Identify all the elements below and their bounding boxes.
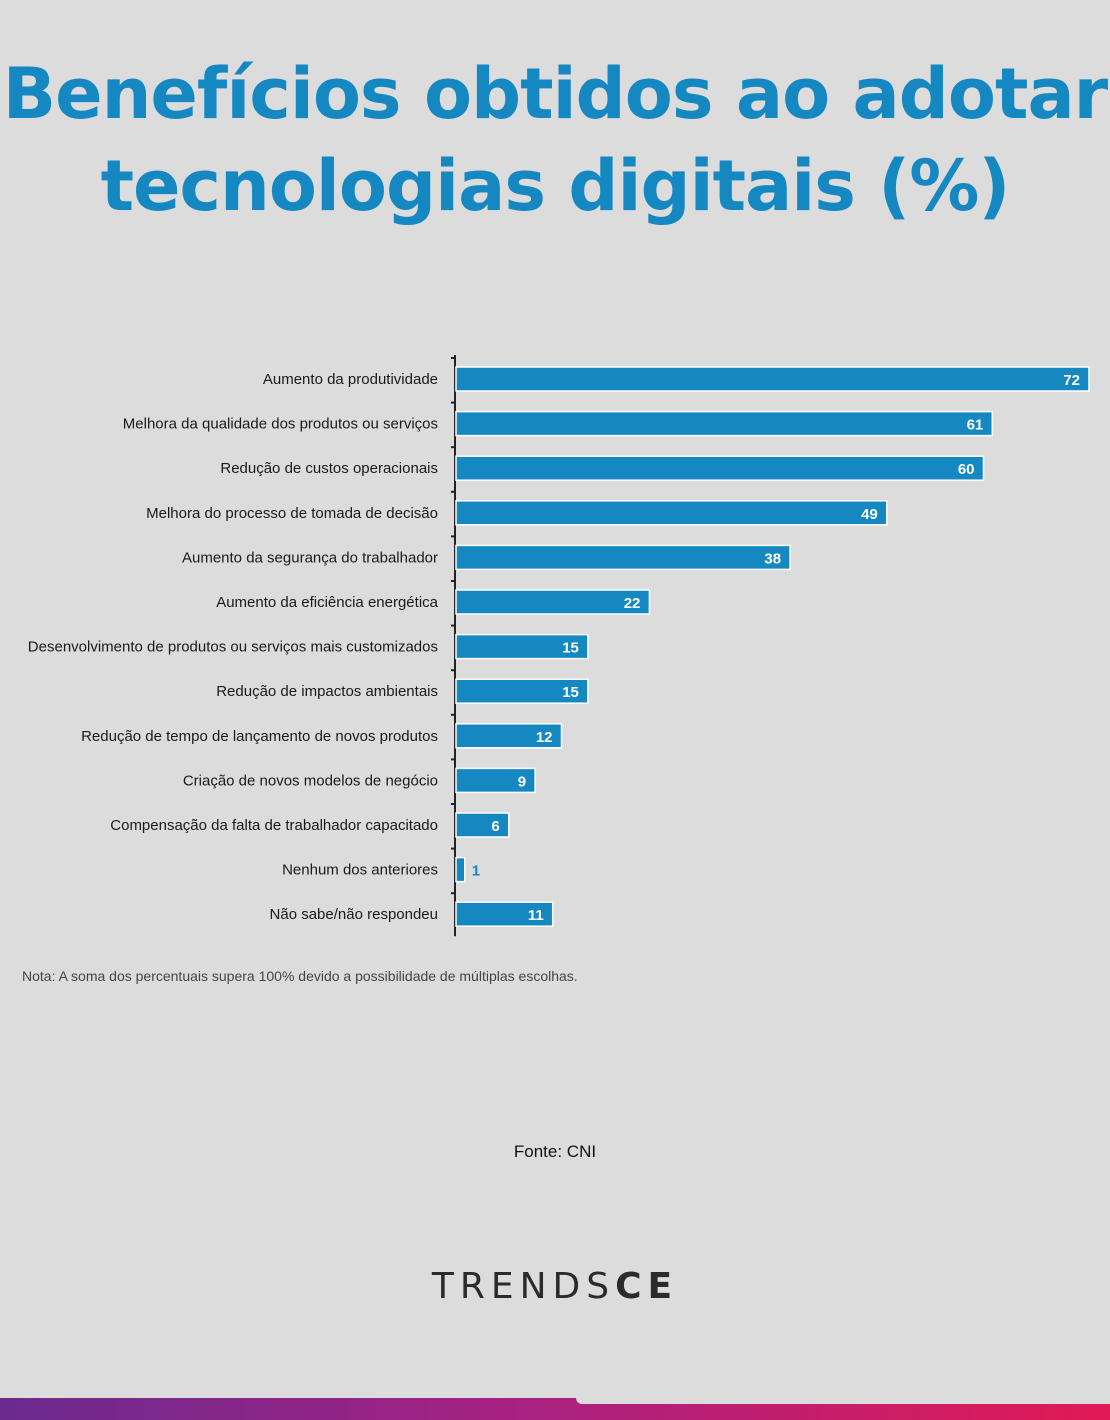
category-label: Melhora da qualidade dos produtos ou ser… (123, 416, 438, 433)
category-label: Aumento da eficiência energética (216, 594, 438, 611)
title-line-2: tecnologias digitais (%) (100, 145, 1011, 227)
value-label: 9 (518, 773, 526, 790)
bar (455, 589, 651, 615)
category-label: Redução de tempo de lançamento de novos … (81, 728, 438, 745)
bar (455, 366, 1090, 392)
bar (455, 500, 888, 526)
value-label: 38 (764, 550, 781, 567)
bar (455, 856, 466, 883)
logo-text-bold: CE (615, 1266, 679, 1307)
category-label: Redução de custos operacionais (220, 460, 438, 477)
category-label: Redução de impactos ambientais (216, 683, 438, 700)
bar (455, 723, 563, 749)
chart-title: Benefícios obtidos ao adotar tecnologias… (0, 48, 1110, 232)
value-label: 49 (861, 506, 878, 523)
value-label: 15 (562, 640, 579, 657)
trendsce-logo: TRENDSCE (0, 1266, 1110, 1307)
value-label: 1 (472, 863, 480, 880)
logo-text-thin: TRENDS (431, 1266, 616, 1307)
value-label: 22 (624, 595, 641, 612)
bar (455, 767, 536, 794)
value-label: 6 (491, 818, 499, 835)
bar (455, 678, 589, 704)
category-label: Compensação da falta de trabalhador capa… (110, 817, 438, 834)
value-label: 12 (536, 729, 553, 746)
value-label: 61 (967, 417, 984, 434)
value-label: 15 (562, 684, 579, 701)
category-label: Nenhum dos anteriores (282, 862, 438, 879)
bar-chart: Aumento da produtividade 72 Melhora da qua… (28, 355, 1090, 937)
bar (455, 410, 994, 437)
category-label: Aumento da segurança do trabalhador (182, 549, 438, 566)
bar (455, 544, 791, 571)
category-label: Aumento da produtividade (263, 371, 438, 388)
bottom-bar-notch (576, 1398, 1110, 1404)
category-label: Não sabe/não respondeu (270, 906, 438, 923)
footnote: Nota: A soma dos percentuais supera 100%… (22, 968, 578, 984)
bar (455, 455, 985, 481)
category-label: Criação de novos modelos de negócio (183, 772, 438, 789)
value-label: 60 (958, 461, 975, 478)
category-label: Desenvolvimento de produtos ou serviços … (28, 639, 438, 656)
source-credit: Fonte: CNI (513, 1142, 597, 1161)
category-label: Melhora do processo de tomada de decisão (146, 505, 438, 522)
bottom-gradient-bar (0, 1398, 1110, 1420)
value-label: 72 (1063, 372, 1080, 389)
bar (455, 812, 510, 838)
title-line-1: Benefícios obtidos ao adotar (2, 53, 1108, 135)
value-label: 11 (528, 907, 544, 924)
bar (455, 901, 554, 927)
bar (455, 633, 589, 660)
